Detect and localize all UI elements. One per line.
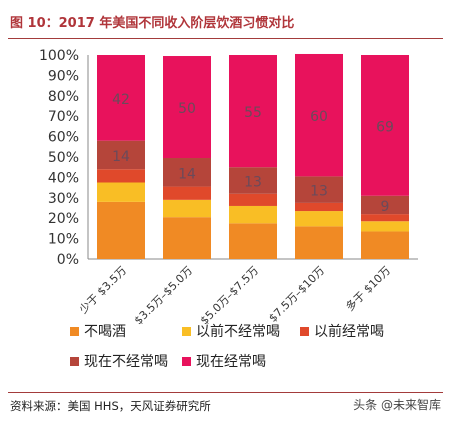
y-tick-label: 100%: [39, 48, 79, 64]
legend-label: 现在不经常喝: [84, 354, 168, 370]
data-label: 69: [376, 119, 394, 135]
bar-segment: [295, 176, 343, 203]
bar-segment: [97, 201, 145, 259]
data-label: 42: [112, 92, 130, 108]
bar-segment: [361, 55, 409, 196]
data-label: 14: [112, 149, 130, 165]
bar-segment: [163, 217, 211, 259]
bar-segment: [295, 53, 343, 177]
bar-segment: [229, 223, 277, 259]
category-label: $7.5万–$10万: [266, 264, 327, 325]
y-tick-label: 20%: [48, 211, 79, 227]
data-label: 14: [178, 166, 196, 182]
bar-segment: [229, 193, 277, 206]
data-label: 9: [381, 199, 390, 215]
bar-segment: [229, 167, 277, 194]
bar-segment: [163, 199, 211, 218]
y-tick-label: 30%: [48, 191, 79, 207]
category-label: $5.0万–$7.5万: [198, 264, 261, 327]
bar-segment: [163, 56, 211, 159]
watermark: 头条 @未来智库: [353, 398, 441, 412]
category-label: 少于 $3.5万: [77, 264, 129, 316]
legend-label: 以前经常喝: [314, 323, 384, 340]
y-tick-label: 40%: [48, 170, 79, 186]
legend-label: 不喝酒: [84, 324, 126, 340]
category-label: $3.5万–$5.0万: [132, 264, 195, 327]
bar-segment: [97, 182, 145, 202]
y-tick-label: 60%: [48, 130, 79, 146]
y-tick-label: 80%: [48, 89, 79, 105]
data-label: 13: [244, 174, 262, 190]
y-tick-label: 10%: [48, 232, 79, 248]
bar-segment: [361, 231, 409, 259]
bar-segment: [295, 226, 343, 259]
legend-swatch: [70, 357, 79, 366]
data-label: 55: [244, 105, 262, 121]
legend-swatch: [300, 327, 309, 336]
y-tick-label: 90%: [48, 68, 79, 84]
bar-segment: [361, 195, 409, 215]
bar-segment: [97, 55, 145, 141]
source-note: 资料来源：美国 HHS，天风证券研究所: [10, 399, 211, 413]
data-label: 60: [310, 109, 328, 125]
bar-segment: [163, 186, 211, 200]
bar-segment: [97, 140, 145, 170]
legend-label: 以前不经常喝: [196, 323, 280, 340]
bar-segment: [361, 221, 409, 232]
legend-label: 现在经常喝: [196, 354, 266, 370]
bar-segment: [295, 211, 343, 227]
category-label: 多于 $10万: [343, 263, 394, 314]
bar-segment: [295, 202, 343, 212]
y-tick-label: 0%: [57, 252, 79, 268]
bar-segment: [229, 205, 277, 224]
bar-segment: [361, 214, 409, 222]
data-label: 50: [178, 101, 196, 117]
legend-swatch: [70, 327, 79, 336]
bar-segment: [163, 158, 211, 187]
y-tick-label: 70%: [48, 109, 79, 125]
chart-title: 图 10：2017 年美国不同收入阶层饮酒习惯对比: [10, 16, 295, 31]
data-label: 13: [310, 184, 328, 200]
y-tick-label: 50%: [48, 150, 79, 166]
title-bar: 图 10：2017 年美国不同收入阶层饮酒习惯对比: [8, 8, 443, 39]
legend-swatch: [182, 357, 191, 366]
bar-segment: [97, 169, 145, 183]
legend-swatch: [182, 327, 191, 336]
source-divider: [8, 392, 443, 393]
bar-segment: [229, 55, 277, 168]
stacked-bar-chart: 0% 10% 20% 30% 40% 50% 60% 70% 80% 90% 100% 14 42 少于 …: [39, 48, 418, 370]
